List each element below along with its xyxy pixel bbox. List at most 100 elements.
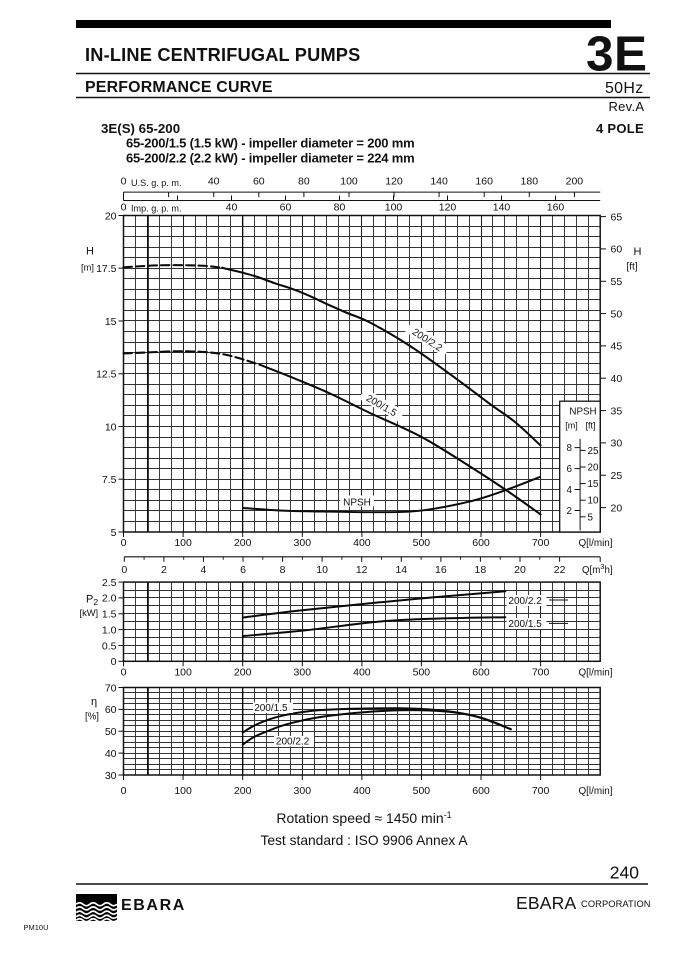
svg-text:CORPORATION: CORPORATION [581, 899, 651, 909]
svg-text:6: 6 [567, 464, 573, 475]
svg-text:40: 40 [226, 202, 238, 214]
svg-text:100: 100 [385, 202, 403, 214]
svg-text:65: 65 [611, 211, 623, 223]
svg-text:140: 140 [430, 176, 448, 188]
svg-text:U.S. g. p. m.: U.S. g. p. m. [131, 178, 182, 188]
svg-text:140: 140 [493, 202, 511, 214]
svg-text:18: 18 [475, 564, 487, 576]
svg-text:200/2.2: 200/2.2 [276, 737, 310, 748]
svg-text:4: 4 [567, 485, 573, 496]
svg-text:0: 0 [121, 785, 127, 797]
svg-text:20: 20 [514, 564, 526, 576]
svg-text:100: 100 [174, 785, 192, 797]
svg-text:500: 500 [413, 785, 431, 797]
svg-text:NPSH: NPSH [569, 407, 596, 418]
svg-text:22: 22 [554, 564, 566, 576]
svg-text:700: 700 [532, 667, 550, 679]
svg-text:1.0: 1.0 [102, 624, 117, 636]
svg-text:Rotation speed ≈ 1450 min-1: Rotation speed ≈ 1450 min-1 [276, 810, 451, 826]
svg-text:200: 200 [234, 537, 252, 549]
svg-text:50Hz: 50Hz [605, 80, 644, 97]
svg-text:160: 160 [547, 202, 565, 214]
svg-text:0: 0 [121, 667, 127, 679]
svg-text:20: 20 [105, 210, 117, 222]
svg-text:25: 25 [611, 470, 623, 482]
svg-text:35: 35 [611, 405, 623, 417]
svg-text:Imp. g. p. m.: Imp. g. p. m. [131, 204, 182, 214]
svg-text:80: 80 [334, 202, 346, 214]
svg-text:200: 200 [234, 667, 252, 679]
svg-text:4: 4 [200, 564, 206, 576]
svg-text:8: 8 [567, 443, 573, 454]
svg-text:17.5: 17.5 [96, 263, 117, 275]
svg-text:14: 14 [395, 564, 407, 576]
svg-text:240: 240 [610, 863, 639, 883]
svg-text:15: 15 [105, 316, 117, 328]
svg-text:400: 400 [353, 537, 371, 549]
svg-text:70: 70 [105, 682, 117, 694]
svg-text:55: 55 [611, 276, 623, 288]
svg-text:160: 160 [475, 176, 493, 188]
svg-text:50: 50 [611, 308, 623, 320]
svg-text:400: 400 [353, 785, 371, 797]
svg-text:25: 25 [588, 446, 599, 457]
svg-text:400: 400 [353, 667, 371, 679]
svg-text:PM10U: PM10U [24, 923, 49, 932]
svg-text:40: 40 [105, 748, 117, 760]
svg-text:65-200/2.2 (2.2 kW) - impeller: 65-200/2.2 (2.2 kW) - impeller diameter … [126, 151, 414, 166]
svg-text:500: 500 [413, 667, 431, 679]
svg-text:[%]: [%] [85, 712, 99, 723]
svg-text:12.5: 12.5 [96, 369, 117, 381]
svg-text:60: 60 [253, 176, 265, 188]
svg-text:3E: 3E [586, 27, 648, 82]
svg-text:10: 10 [105, 421, 117, 433]
svg-text:2.0: 2.0 [102, 593, 117, 605]
svg-text:NPSH: NPSH [343, 498, 371, 509]
svg-text:3E(S) 65-200: 3E(S) 65-200 [101, 121, 180, 136]
svg-text:[m]: [m] [81, 263, 94, 273]
svg-text:7.5: 7.5 [102, 474, 117, 486]
svg-text:45: 45 [611, 341, 623, 353]
svg-text:10: 10 [316, 564, 328, 576]
svg-text:200: 200 [566, 176, 584, 188]
svg-text:H: H [86, 246, 94, 258]
svg-text:10: 10 [588, 496, 599, 507]
svg-text:600: 600 [472, 667, 490, 679]
svg-text:300: 300 [294, 667, 312, 679]
svg-text:2: 2 [567, 506, 572, 517]
svg-text:PERFORMANCE CURVE: PERFORMANCE CURVE [85, 79, 273, 96]
svg-text:30: 30 [105, 770, 117, 782]
svg-text:20: 20 [611, 502, 623, 514]
svg-text:8: 8 [280, 564, 286, 576]
svg-text:200/1.5: 200/1.5 [254, 703, 288, 714]
svg-text:300: 300 [294, 537, 312, 549]
svg-text:16: 16 [435, 564, 447, 576]
svg-text:6: 6 [240, 564, 246, 576]
svg-text:180: 180 [521, 176, 539, 188]
svg-text:600: 600 [472, 785, 490, 797]
svg-text:0.5: 0.5 [102, 640, 117, 652]
svg-text:P2: P2 [86, 594, 98, 608]
svg-text:30: 30 [611, 438, 623, 450]
svg-text:300: 300 [294, 785, 312, 797]
svg-text:200/1.5: 200/1.5 [508, 619, 542, 630]
svg-text:4 POLE: 4 POLE [596, 121, 644, 136]
svg-text:EBARA: EBARA [121, 897, 186, 914]
svg-text:60: 60 [280, 202, 292, 214]
svg-text:0: 0 [121, 202, 127, 214]
svg-text:60: 60 [105, 704, 117, 716]
svg-text:60: 60 [611, 244, 623, 256]
svg-text:200: 200 [234, 785, 252, 797]
svg-text:200/2.2: 200/2.2 [508, 596, 542, 607]
svg-text:H: H [634, 246, 642, 258]
svg-text:65-200/1.5 (1.5 kW) - impeller: 65-200/1.5 (1.5 kW) - impeller diameter … [126, 136, 414, 151]
svg-text:Q[m3h]: Q[m3h] [582, 562, 613, 576]
svg-text:700: 700 [532, 785, 550, 797]
svg-text:0: 0 [111, 656, 117, 668]
svg-text:120: 120 [385, 176, 403, 188]
svg-text:600: 600 [472, 537, 490, 549]
svg-text:Rev.A: Rev.A [608, 99, 644, 114]
svg-text:[kW]: [kW] [80, 608, 99, 618]
svg-text:Q[l/min]: Q[l/min] [579, 668, 613, 679]
svg-text:0: 0 [121, 176, 127, 188]
